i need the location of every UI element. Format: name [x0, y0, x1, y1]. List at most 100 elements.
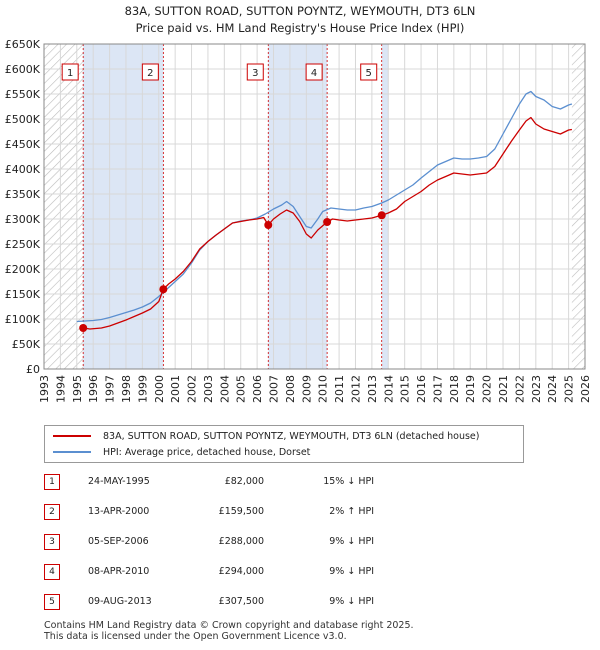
price-chart: 1 2 3 4 5 £0 £50K £100K £150K £200K £250K £300K £35…: [5, 38, 592, 403]
x-tick-label: 2002: [186, 375, 199, 403]
sale-price: £294,000: [218, 566, 264, 577]
x-tick-label: 1993: [38, 375, 51, 403]
y-tick-label: £400K: [5, 163, 41, 176]
sale-label-number: 3: [252, 68, 258, 79]
sale-hpi-diff: 9% ↓ HPI: [329, 596, 374, 607]
x-tick-label: 1998: [120, 375, 133, 403]
property-price-line: [83, 116, 572, 330]
y-tick-label: £150K: [5, 288, 41, 301]
table-row: 5 09-AUG-2013 £307,500 9% ↓ HPI: [44, 594, 564, 624]
legend-label-hpi: HPI: Average price, detached house, Dors…: [103, 446, 311, 458]
y-tick-label: £250K: [5, 238, 41, 251]
y-tick-label: £50K: [12, 338, 41, 351]
sales-table: 1 24-MAY-1995 £82,000 15% ↓ HPI 2 13-APR…: [44, 474, 564, 624]
legend-item-property: 83A, SUTTON ROAD, SUTTON POYNTZ, WEYMOUT…: [53, 428, 479, 444]
x-tick-label: 2017: [431, 375, 444, 403]
chart-subtitle: Price paid vs. HM Land Registry's House …: [135, 21, 465, 35]
chart-legend: 83A, SUTTON ROAD, SUTTON POYNTZ, WEYMOUT…: [44, 425, 524, 463]
sale-label-box: [360, 63, 378, 81]
x-tick-label: 2011: [333, 375, 346, 403]
footer-line-copyright: Contains HM Land Registry data © Crown c…: [44, 620, 414, 631]
y-tick-label: £200K: [5, 263, 41, 276]
sale-hpi-diff: 9% ↓ HPI: [329, 536, 374, 547]
sale-number-badge: 5: [44, 594, 60, 610]
x-tick-label: 2013: [366, 375, 379, 403]
legend-label-property: 83A, SUTTON ROAD, SUTTON POYNTZ, WEYMOUT…: [103, 430, 480, 442]
sale-hpi-diff: 9% ↓ HPI: [329, 566, 374, 577]
sale-price: £159,500: [218, 506, 264, 517]
footer-line-licence: This data is licensed under the Open Gov…: [44, 631, 347, 642]
shaded-period: [83, 44, 164, 369]
x-tick-label: 2025: [563, 375, 576, 403]
table-row: 2 13-APR-2000 £159,500 2% ↑ HPI: [44, 504, 564, 534]
y-tick-label: £350K: [5, 188, 41, 201]
x-tick-label: 2009: [300, 375, 313, 403]
shaded-period: [268, 44, 328, 369]
y-tick-label: £650K: [5, 38, 41, 51]
x-tick-label: 2026: [579, 375, 592, 403]
sale-label-number: 5: [366, 68, 372, 79]
sale-date: 05-SEP-2006: [88, 536, 149, 547]
sale-label-box: [246, 63, 264, 81]
x-tick-label: 2023: [530, 375, 543, 403]
sale-date: 09-AUG-2013: [88, 596, 152, 607]
sale-hpi-diff: 2% ↑ HPI: [329, 506, 374, 517]
sale-point: [264, 221, 273, 229]
x-tick-label: 2014: [382, 375, 395, 403]
sale-hpi-diff: 15% ↓ HPI: [323, 476, 374, 487]
shaded-period: [381, 44, 389, 369]
x-tick-label: 2001: [169, 375, 182, 403]
sale-point: [323, 218, 332, 226]
table-row: 3 05-SEP-2006 £288,000 9% ↓ HPI: [44, 534, 564, 564]
x-tick-label: 1995: [71, 375, 84, 403]
x-tick-label: 2005: [235, 375, 248, 403]
sale-label-box: [141, 63, 159, 81]
x-tick-label: 2016: [415, 375, 428, 403]
sale-label-number: 1: [67, 68, 73, 79]
sale-point: [377, 211, 386, 220]
sale-date: 08-APR-2010: [88, 566, 150, 577]
hatched-region: [44, 44, 84, 369]
sale-label-box: [305, 63, 323, 81]
x-tick-label: 2015: [399, 375, 412, 403]
y-tick-label: £100K: [5, 313, 41, 326]
x-tick-label: 2022: [513, 375, 526, 403]
sale-number-badge: 2: [44, 504, 60, 520]
x-tick-label: 2000: [153, 375, 166, 403]
y-tick-label: £0: [26, 363, 40, 376]
x-tick-label: 2012: [349, 375, 362, 403]
hatched-region: [571, 44, 585, 369]
x-tick-label: 2021: [497, 375, 510, 403]
sale-date: 13-APR-2000: [88, 506, 150, 517]
x-tick-label: 1997: [104, 375, 117, 403]
x-tick-label: 2024: [546, 375, 559, 403]
sale-label-number: 2: [147, 68, 153, 79]
sale-point: [159, 285, 168, 294]
y-tick-label: £300K: [5, 213, 41, 226]
y-tick-label: £500K: [5, 113, 41, 126]
legend-swatch-property: [53, 435, 91, 437]
plot-frame: [43, 43, 586, 370]
y-tick-label: £600K: [5, 63, 41, 76]
x-tick-label: 1999: [136, 375, 149, 403]
x-tick-label: 2020: [481, 375, 494, 403]
sale-number-badge: 1: [44, 474, 60, 490]
x-tick-label: 2004: [218, 375, 231, 403]
sale-price: £307,500: [218, 596, 264, 607]
legend-item-hpi: HPI: Average price, detached house, Dors…: [53, 444, 310, 460]
x-tick-label: 2006: [251, 375, 264, 403]
x-tick-label: 2018: [448, 375, 461, 403]
sale-number-badge: 3: [44, 534, 60, 550]
sale-price: £288,000: [218, 536, 264, 547]
x-tick-label: 2008: [284, 375, 297, 403]
sale-label-box: [61, 63, 79, 81]
sale-number-badge: 4: [44, 564, 60, 580]
sale-point: [79, 324, 88, 332]
y-tick-label: £450K: [5, 138, 41, 151]
sale-label-number: 4: [311, 68, 317, 79]
x-tick-label: 1996: [87, 375, 100, 403]
x-tick-label: 2010: [317, 375, 330, 403]
table-row: 4 08-APR-2010 £294,000 9% ↓ HPI: [44, 564, 564, 594]
table-row: 1 24-MAY-1995 £82,000 15% ↓ HPI: [44, 474, 564, 504]
chart-title: 83A, SUTTON ROAD, SUTTON POYNTZ, WEYMOUT…: [124, 4, 476, 18]
